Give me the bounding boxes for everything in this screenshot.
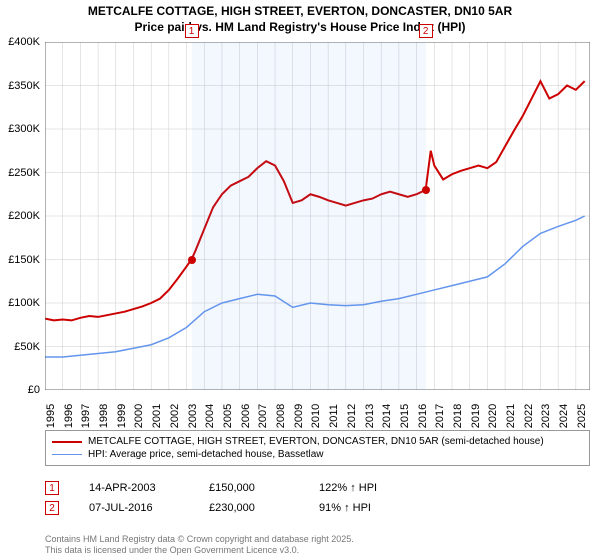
x-tick-label: 1995 <box>45 404 57 428</box>
x-tick-label: 2013 <box>364 404 376 428</box>
x-tick-label: 2006 <box>240 404 252 428</box>
sale-pct: 122% ↑ HPI <box>319 482 409 494</box>
sale-marker-1: 1 <box>185 24 199 38</box>
x-tick-label: 2012 <box>346 404 358 428</box>
sale-date: 07-JUL-2016 <box>89 502 179 514</box>
x-tick-label: 2015 <box>399 404 411 428</box>
x-tick-label: 2018 <box>452 404 464 428</box>
x-tick-label: 2017 <box>434 404 446 428</box>
x-tick-label: 1996 <box>63 404 75 428</box>
title-line1: METCALFE COTTAGE, HIGH STREET, EVERTON, … <box>0 4 600 20</box>
attribution: Contains HM Land Registry data © Crown c… <box>45 534 354 556</box>
sale-pct: 91% ↑ HPI <box>319 502 409 514</box>
chart-title: METCALFE COTTAGE, HIGH STREET, EVERTON, … <box>0 0 600 35</box>
legend-swatch <box>52 454 82 455</box>
x-tick-label: 2000 <box>133 404 145 428</box>
x-tick-label: 2025 <box>576 404 588 428</box>
sale-price: £150,000 <box>209 482 289 494</box>
y-tick-label: £300K <box>0 123 40 135</box>
y-tick-label: £400K <box>0 36 40 48</box>
x-tick-label: 2021 <box>505 404 517 428</box>
x-tick-label: 2009 <box>293 404 305 428</box>
sale-row: 2 07-JUL-2016 £230,000 91% ↑ HPI <box>45 498 409 518</box>
legend-swatch <box>52 441 82 443</box>
x-tick-label: 1998 <box>98 404 110 428</box>
sale-dot-2 <box>422 186 430 194</box>
x-tick-label: 2005 <box>222 404 234 428</box>
x-tick-label: 2008 <box>275 404 287 428</box>
title-line2: Price paid vs. HM Land Registry's House … <box>0 20 600 36</box>
attrib-line2: This data is licensed under the Open Gov… <box>45 545 354 556</box>
sale-row-marker: 1 <box>45 481 59 495</box>
sale-date: 14-APR-2003 <box>89 482 179 494</box>
x-tick-label: 2010 <box>310 404 322 428</box>
x-tick-label: 1999 <box>116 404 128 428</box>
x-tick-label: 2016 <box>417 404 429 428</box>
legend: METCALFE COTTAGE, HIGH STREET, EVERTON, … <box>45 430 590 466</box>
x-tick-label: 2024 <box>558 404 570 428</box>
y-tick-label: £150K <box>0 254 40 266</box>
shaded-region <box>192 42 426 390</box>
x-tick-label: 2007 <box>257 404 269 428</box>
y-tick-label: £200K <box>0 210 40 222</box>
y-tick-label: £50K <box>0 341 40 353</box>
x-tick-label: 2023 <box>540 404 552 428</box>
x-tick-label: 2020 <box>487 404 499 428</box>
y-tick-label: £250K <box>0 167 40 179</box>
x-tick-label: 2022 <box>523 404 535 428</box>
y-tick-label: £100K <box>0 297 40 309</box>
x-tick-label: 2003 <box>187 404 199 428</box>
sale-row: 1 14-APR-2003 £150,000 122% ↑ HPI <box>45 478 409 498</box>
legend-label: METCALFE COTTAGE, HIGH STREET, EVERTON, … <box>88 436 544 447</box>
chart-area: £0£50K£100K£150K£200K£250K£300K£350K£400… <box>45 42 590 390</box>
legend-label: HPI: Average price, semi-detached house,… <box>88 449 324 460</box>
x-tick-label: 2001 <box>151 404 163 428</box>
x-tick-label: 2002 <box>169 404 181 428</box>
y-tick-label: £0 <box>0 384 40 396</box>
legend-row: HPI: Average price, semi-detached house,… <box>52 448 583 461</box>
attrib-line1: Contains HM Land Registry data © Crown c… <box>45 534 354 545</box>
legend-row: METCALFE COTTAGE, HIGH STREET, EVERTON, … <box>52 435 583 448</box>
sale-dot-1 <box>188 256 196 264</box>
x-tick-label: 2011 <box>328 404 340 428</box>
x-tick-label: 2014 <box>381 404 393 428</box>
x-tick-label: 2019 <box>470 404 482 428</box>
sales-table: 1 14-APR-2003 £150,000 122% ↑ HPI 2 07-JUL-20… <box>45 478 409 518</box>
sale-row-marker: 2 <box>45 501 59 515</box>
x-tick-label: 1997 <box>80 404 92 428</box>
sale-marker-2: 2 <box>419 24 433 38</box>
x-tick-label: 2004 <box>204 404 216 428</box>
y-tick-label: £350K <box>0 80 40 92</box>
sale-price: £230,000 <box>209 502 289 514</box>
